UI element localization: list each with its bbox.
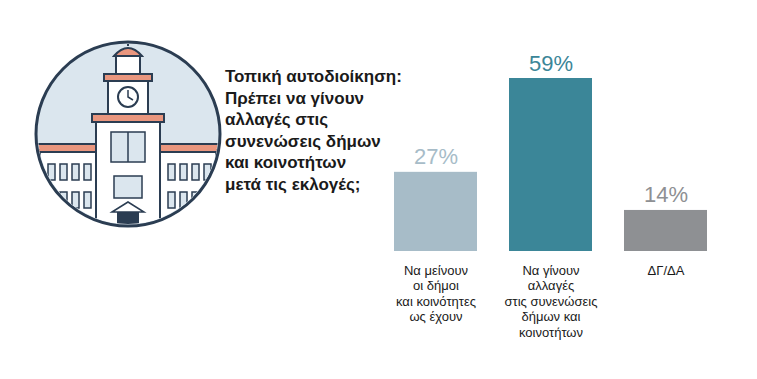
svg-text:27%: 27%	[414, 144, 458, 169]
svg-text:14%: 14%	[644, 182, 688, 207]
svg-text:Να μείνουνοι δήμοικαι κοινότητ: Να μείνουνοι δήμοικαι κοινότητεςως έχουν	[396, 263, 476, 325]
svg-text:Να γίνουναλλαγέςστις συνενώσει: Να γίνουναλλαγέςστις συνενώσειςδήμων και…	[505, 263, 598, 340]
html-text:Τοπική αυτοδιοίκηση: Πρέπει να: Τοπική αυτοδιοίκηση: Πρέπει να γίνουν αλ…	[225, 67, 402, 194]
svg-text:ΔΓ/ΔΑ: ΔΓ/ΔΑ	[648, 263, 685, 278]
svg-text:59%: 59%	[529, 51, 573, 76]
